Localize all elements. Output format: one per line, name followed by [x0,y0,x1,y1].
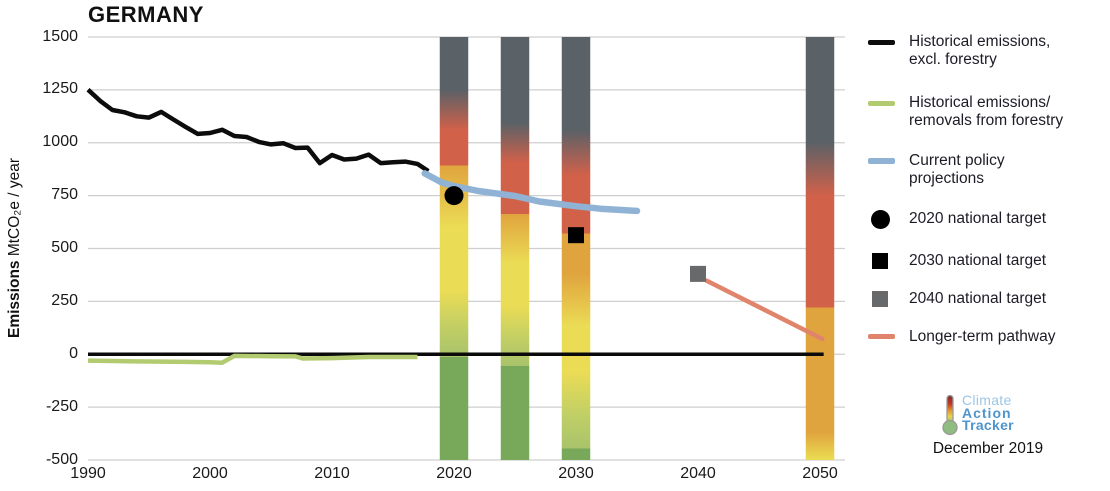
x-tick-label: 1990 [70,465,106,482]
legend-label: Historical emissions, excl. forestry [909,33,1051,68]
legend-swatch-cell [863,94,909,106]
x-tick-label: 2040 [680,465,716,482]
legend-label: 2020 national target [909,210,1047,227]
series-current-policy-projections [421,170,641,215]
series-historical-forestry [87,353,418,365]
legend-swatch-cell [863,252,909,269]
legend-swatch-cell [863,152,909,164]
y-tick-label: -250 [45,397,78,415]
series-historical-excl-forestry [86,88,430,173]
legend-item-current-policy: Current policy projections [863,152,1005,188]
historical-line-swatch [868,40,895,45]
logo-word-climate: Climate [962,392,1012,408]
logo-word-action: Action [962,404,1012,421]
forestry-line-swatch [868,101,895,106]
rating-bar-2025 [500,37,530,460]
x-tick-label: 2010 [314,465,350,482]
x-tick-label: 2020 [436,465,472,482]
x-tick-label: 2050 [802,465,838,482]
y-tick-label: 750 [51,186,78,204]
target-2030-marker-icon [872,253,888,269]
projection-line-swatch [868,158,895,164]
page-title: GERMANY [88,2,204,27]
legend-item-2040-target: 2040 national target [863,290,1046,308]
thermometer-icon [942,394,958,436]
legend-label: Historical emissions/ removals from fore… [909,94,1064,129]
legend-swatch-cell [863,290,909,307]
legend-swatch-cell [863,33,909,45]
legend-swatch-cell [863,210,909,229]
rating-bar-2050 [805,37,835,460]
rating-bar-2020 [439,37,469,460]
rating-bar-2030 [561,37,591,460]
y-tick-label: 1250 [42,80,78,98]
y-tick-label: 500 [51,239,78,256]
y-tick-label: 250 [51,291,78,309]
target-2020-marker-icon [871,210,890,229]
target-2040-marker [690,265,706,282]
legend-item-forestry: Historical emissions/ removals from fore… [863,94,1063,130]
series-longer-term-pathway [704,278,825,342]
legend-label: Current policy projections [909,152,1005,187]
y-tick-label: -500 [45,450,78,468]
legend-swatch-cell [863,328,909,339]
target-2040-marker-icon [872,291,888,307]
legend-item-historical-emissions: Historical emissions, excl. forestry [863,33,1050,69]
logo-word-tracker: Tracker [962,417,1014,433]
report-date: December 2019 [932,440,1044,457]
x-tick-label: 2000 [192,465,228,482]
legend-label: 2040 national target [909,290,1047,307]
y-tick-label: 1500 [42,27,78,45]
target-2030-marker [568,227,584,244]
legend-item-pathway: Longer-term pathway [863,328,1055,346]
legend-item-2030-target: 2030 national target [863,252,1046,270]
logo-wordmark: Climate Action Tracker [962,392,1014,433]
climate-action-tracker-logo: Climate Action Tracker [942,392,1014,436]
legend-item-2020-target: 2020 national target [863,210,1046,229]
x-tick-label: 2030 [558,465,594,482]
y-tick-label: 1000 [42,133,78,151]
legend-label: Longer-term pathway [909,328,1056,345]
pathway-line-swatch [868,334,895,339]
legend-label: 2030 national target [909,252,1047,269]
y-tick-label: 0 [69,344,78,362]
target-2020-marker [444,186,464,206]
